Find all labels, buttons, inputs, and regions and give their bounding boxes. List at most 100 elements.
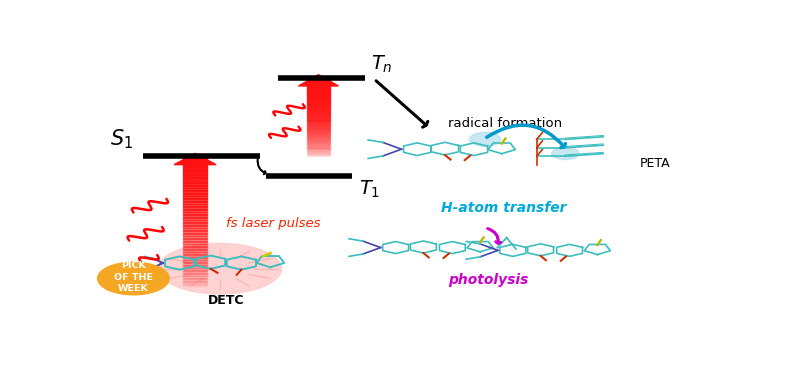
Bar <box>183 228 208 230</box>
Bar <box>183 161 208 162</box>
Bar <box>306 126 330 127</box>
Bar <box>183 185 208 187</box>
Text: $S_1$: $S_1$ <box>111 127 134 151</box>
Bar <box>183 196 208 197</box>
Bar <box>183 239 208 241</box>
Bar <box>183 250 208 252</box>
Bar <box>183 210 208 212</box>
Text: H-atom transfer: H-atom transfer <box>441 201 566 215</box>
Bar <box>183 222 208 223</box>
Bar <box>183 281 208 282</box>
Bar <box>183 162 208 164</box>
Bar <box>306 81 330 82</box>
Circle shape <box>552 147 579 160</box>
Bar <box>183 266 208 268</box>
Bar <box>306 119 330 120</box>
Bar <box>306 127 330 128</box>
Bar <box>306 143 330 144</box>
Bar <box>183 263 208 265</box>
Bar <box>183 201 208 202</box>
Bar <box>183 277 208 279</box>
Bar <box>183 193 208 195</box>
Bar <box>183 172 208 174</box>
Bar <box>183 225 208 226</box>
Bar <box>183 230 208 231</box>
Bar <box>306 88 330 89</box>
Bar <box>306 131 330 132</box>
Text: $T_1$: $T_1$ <box>358 179 380 200</box>
Bar <box>183 262 208 263</box>
Bar <box>306 103 330 104</box>
Bar <box>183 189 208 191</box>
Bar <box>306 154 330 155</box>
Circle shape <box>98 262 170 295</box>
Bar <box>306 149 330 150</box>
Bar <box>306 136 330 137</box>
Bar <box>183 249 208 250</box>
Bar <box>183 220 208 222</box>
Bar <box>306 118 330 119</box>
Bar <box>183 236 208 238</box>
Bar <box>306 155 330 156</box>
Bar <box>183 244 208 246</box>
Bar <box>306 134 330 135</box>
Bar <box>306 82 330 83</box>
Bar <box>306 139 330 140</box>
Bar <box>306 115 330 116</box>
Bar <box>183 276 208 277</box>
Bar <box>306 97 330 98</box>
Bar <box>306 80 330 81</box>
Text: fs laser pulses: fs laser pulses <box>226 217 321 230</box>
Bar <box>306 93 330 95</box>
Bar <box>183 158 208 159</box>
Bar <box>183 195 208 196</box>
Bar <box>306 141 330 142</box>
Bar <box>183 187 208 188</box>
Bar <box>306 138 330 139</box>
Bar <box>306 132 330 133</box>
Bar <box>183 241 208 242</box>
Polygon shape <box>174 153 216 165</box>
Bar <box>183 247 208 249</box>
Bar <box>183 234 208 236</box>
Bar <box>306 135 330 136</box>
Bar <box>306 140 330 141</box>
Bar <box>183 167 208 169</box>
Text: PICK
OF THE
WEEK: PICK OF THE WEEK <box>114 261 153 293</box>
Bar <box>183 159 208 161</box>
Bar <box>183 271 208 273</box>
Bar <box>183 218 208 220</box>
Bar <box>306 150 330 151</box>
Bar <box>183 180 208 182</box>
Bar <box>306 104 330 105</box>
Bar <box>183 279 208 281</box>
Bar <box>306 91 330 92</box>
Bar <box>183 254 208 255</box>
Bar <box>183 217 208 218</box>
Bar <box>306 79 330 80</box>
Bar <box>306 153 330 154</box>
Bar <box>306 151 330 152</box>
Bar <box>183 284 208 285</box>
Bar <box>183 166 208 167</box>
Bar <box>306 105 330 106</box>
Bar <box>306 86 330 87</box>
Bar <box>183 174 208 175</box>
Bar <box>306 102 330 103</box>
Bar <box>306 98 330 99</box>
Bar <box>306 114 330 115</box>
Circle shape <box>470 132 501 146</box>
Bar <box>306 133 330 134</box>
Bar <box>306 122 330 123</box>
Bar <box>306 85 330 86</box>
Bar <box>183 231 208 233</box>
Bar <box>306 83 330 84</box>
Bar <box>183 202 208 204</box>
Bar <box>306 128 330 129</box>
Bar <box>306 144 330 145</box>
Bar <box>183 178 208 180</box>
Bar <box>183 255 208 257</box>
Bar <box>306 96 330 97</box>
Bar <box>183 175 208 177</box>
Bar <box>306 137 330 138</box>
